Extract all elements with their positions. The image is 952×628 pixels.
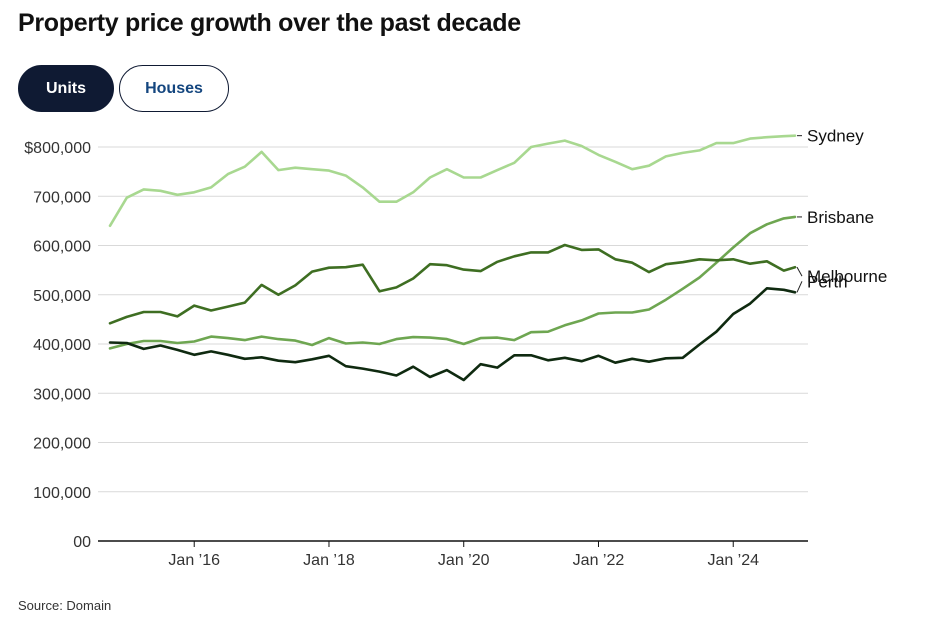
tab-units[interactable]: Units [18,65,114,112]
x-tick-label: Jan ’24 [707,552,759,569]
x-tick-label: Jan ’20 [438,552,490,569]
series-label-leader [796,266,803,277]
y-tick-label: 00 [73,534,91,551]
x-tick-label: Jan ’22 [573,552,625,569]
series-line-melbourne [108,243,797,325]
y-tick-label: 200,000 [33,436,91,453]
x-tick-label: Jan ’16 [168,552,220,569]
series-label-brisbane: Brisbane [807,208,874,227]
series-label-leader [796,281,803,293]
series-label-perth: Perth [807,272,848,291]
line-chart: 00 100,000 200,000 300,000 400,000 500,000 600… [24,127,887,569]
source-note: Source: Domain [18,598,112,613]
y-tick-label: $800,000 [24,140,91,157]
y-tick-label: 100,000 [33,485,91,502]
series-line-perth [108,286,797,382]
series-label-melbourne: Melbourne [807,267,887,286]
y-tick-label: 400,000 [33,337,91,354]
y-tick-label: 600,000 [33,239,91,256]
y-tick-label: 300,000 [33,386,91,403]
y-tick-label: 500,000 [33,288,91,305]
series-line-brisbane [108,215,797,350]
chart-title: Property price growth over the past deca… [18,9,521,37]
y-tick-label: 700,000 [33,189,91,206]
series-label-sydney: Sydney [807,127,864,146]
tab-houses[interactable]: Houses [119,65,229,112]
x-tick-label: Jan ’18 [303,552,355,569]
series-line-sydney [108,134,797,228]
